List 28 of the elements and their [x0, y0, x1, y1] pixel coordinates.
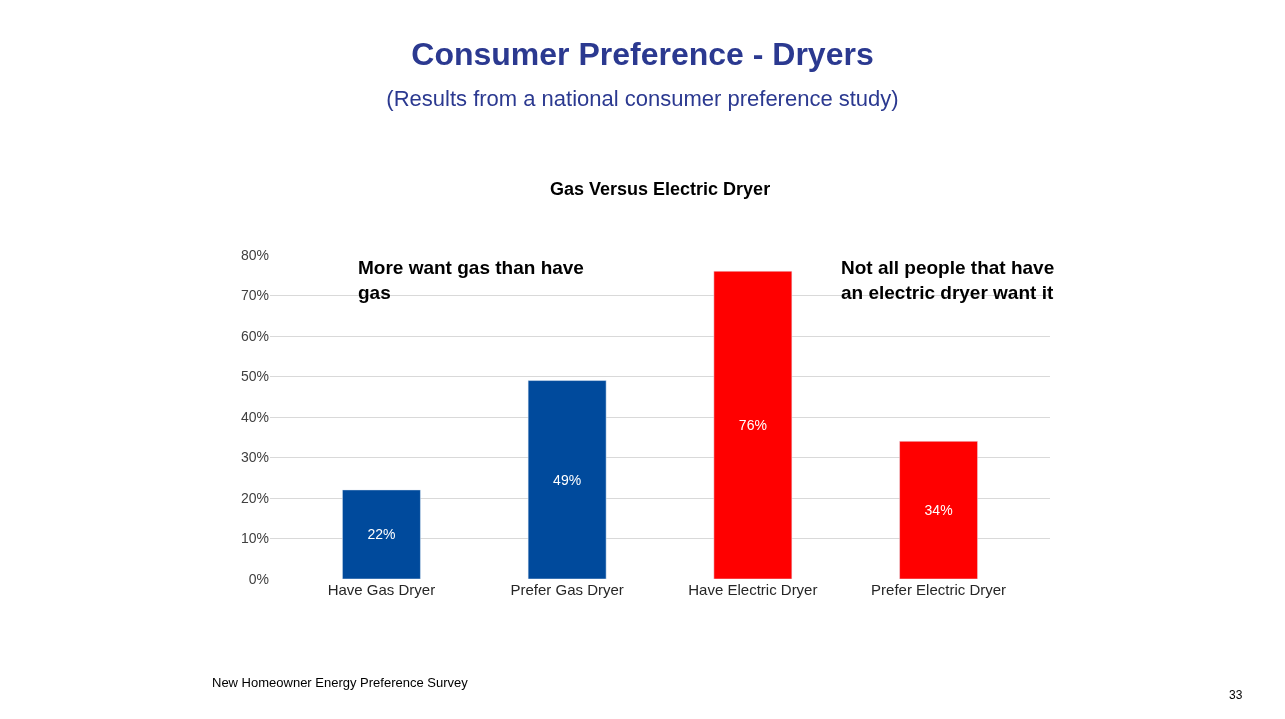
bar: [899, 441, 978, 579]
y-tick-label: 80%: [240, 246, 269, 263]
annotation: Not all people that have an electric dryer want it: [841, 257, 1055, 303]
x-tick-label: Have Electric Dryer: [688, 581, 818, 598]
y-tick-label: 60%: [240, 327, 269, 344]
data-label: 49%: [553, 471, 582, 488]
y-tick-label: 20%: [240, 489, 269, 506]
text: New Homeowner Energy Preference Survey: [212, 675, 469, 690]
y-tick-label: 0%: [248, 570, 269, 587]
x-tick-label: Prefer Gas Dryer: [510, 581, 624, 598]
bar: [342, 489, 421, 579]
x-tick-label: Prefer Electric Dryer: [871, 581, 1007, 598]
text: 33: [1229, 688, 1243, 702]
data-label: 22%: [367, 526, 396, 543]
data-label: 76%: [738, 417, 767, 434]
y-tick-label: 70%: [240, 287, 269, 304]
chart-subtitle: (Results from a national consumer preference study): [386, 86, 899, 112]
y-tick-label: 40%: [240, 408, 269, 425]
chart-title: Consumer Preference - Dryers: [411, 35, 874, 72]
data-label: 34%: [924, 502, 953, 519]
bar: [713, 270, 793, 579]
x-tick-label: Have Gas Dryer: [327, 581, 436, 598]
bar: [527, 380, 607, 579]
y-tick-label: 50%: [240, 368, 269, 385]
y-tick-label: 10%: [240, 530, 269, 547]
annotation: More want gas than have gas: [358, 257, 584, 303]
text: Gas Versus Electric Dryer: [550, 179, 771, 199]
y-tick-label: 30%: [240, 449, 269, 466]
